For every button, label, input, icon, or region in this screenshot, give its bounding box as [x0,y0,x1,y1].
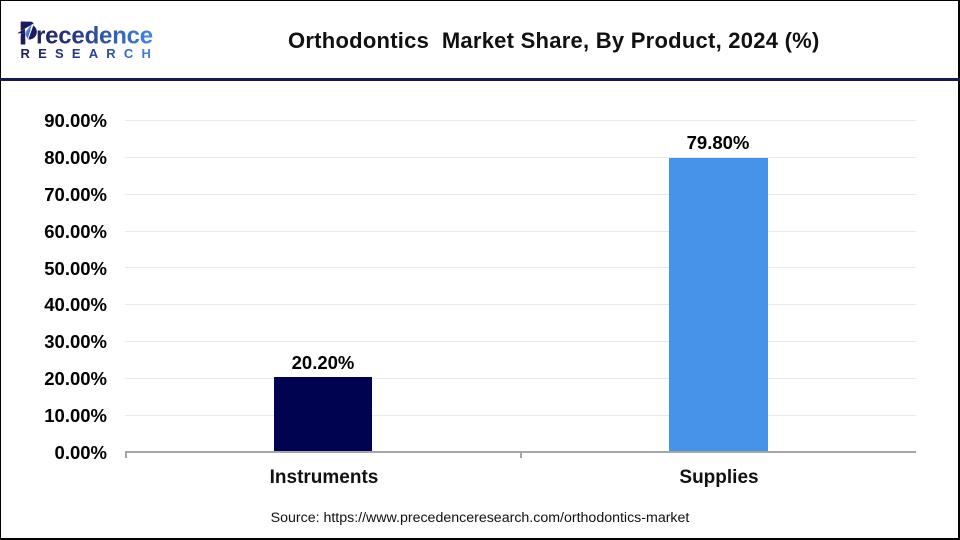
svg-text:recedence: recedence [36,23,153,50]
svg-text:RESEARCH: RESEARCH [21,46,160,61]
